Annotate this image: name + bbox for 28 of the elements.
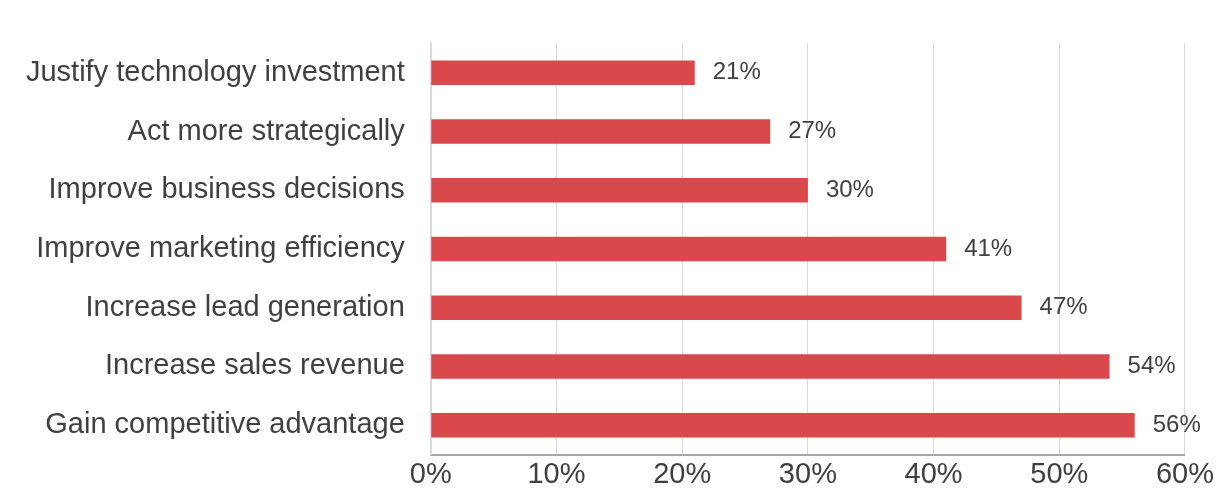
y-tick-label: Gain competitive advantage: [45, 407, 405, 440]
x-tick-label: 40%: [904, 457, 963, 489]
bar: [431, 60, 695, 86]
y-tick-label: Increase lead generation: [85, 289, 405, 322]
y-tick-label: Improve marketing efficiency: [36, 231, 406, 263]
x-tick-label: 0%: [409, 457, 452, 489]
x-tick-label: 10%: [527, 457, 586, 489]
x-tick-label: 50%: [1030, 457, 1089, 489]
bar: [431, 354, 1110, 379]
data-label: 30%: [825, 174, 874, 202]
bar: [431, 119, 771, 144]
data-label: 21%: [712, 57, 761, 85]
bar: [431, 412, 1135, 438]
x-tick-label: 60%: [1155, 457, 1214, 489]
y-tick-label: Improve business decisions: [48, 172, 405, 205]
data-label: 47%: [1039, 292, 1088, 320]
y-tick-label: Increase sales revenue: [104, 348, 405, 381]
data-label: 54%: [1127, 351, 1176, 379]
data-label: 41%: [964, 233, 1013, 261]
bar: [431, 236, 947, 262]
bar: [431, 177, 808, 203]
data-label: 27%: [788, 116, 837, 144]
y-tick-label: Justify technology investment: [25, 54, 405, 87]
x-tick-label: 20%: [653, 457, 712, 489]
data-label: 56%: [1152, 409, 1201, 437]
y-tick-label: Act more strategically: [127, 113, 406, 146]
x-tick-label: 30%: [778, 457, 837, 489]
bar: [431, 295, 1022, 321]
